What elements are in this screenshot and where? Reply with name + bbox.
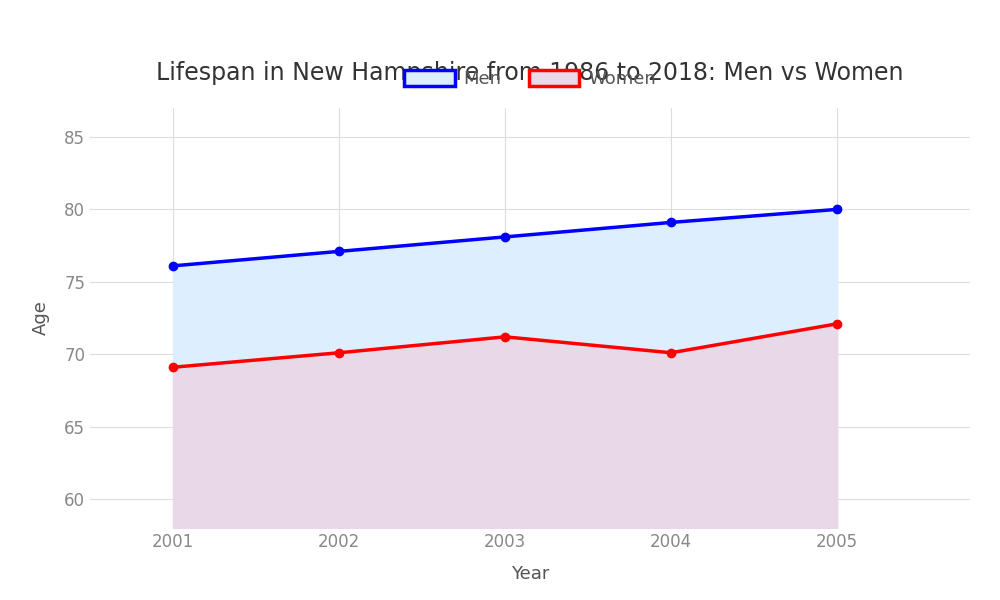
Title: Lifespan in New Hampshire from 1986 to 2018: Men vs Women: Lifespan in New Hampshire from 1986 to 2…: [156, 61, 904, 85]
Y-axis label: Age: Age: [32, 301, 50, 335]
Legend: Men, Women: Men, Women: [397, 62, 663, 95]
X-axis label: Year: Year: [511, 565, 549, 583]
